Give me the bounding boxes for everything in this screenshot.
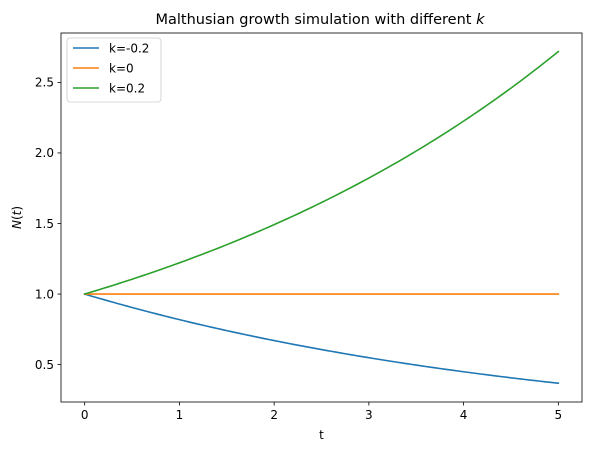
ticks-layer: 0 1 2 3 4 5 0.5 1.0 1.5 2.0 2.5 [35,76,562,422]
y-axis-label: N(t) [10,206,24,229]
legend-label-1: k=0 [109,61,134,75]
x-tick-label: 1 [176,408,184,422]
y-tick-label: 0.5 [35,358,54,372]
x-tick-label: 5 [554,408,562,422]
plot-frame [60,32,583,403]
series-layer [83,50,560,385]
x-tick-label: 3 [365,408,373,422]
x-tick-label: 2 [270,408,278,422]
series-line-0 [83,293,560,385]
x-axis-label: t [319,428,324,442]
legend-label-0: k=-0.2 [109,41,149,55]
y-tick-label: 1.0 [35,287,54,301]
y-tick-label: 2.5 [35,76,54,90]
x-tick-label: 0 [81,408,89,422]
legend: k=-0.2 k=0 k=0.2 [66,37,162,103]
legend-label-2: k=0.2 [109,81,145,95]
y-tick-label: 1.5 [35,217,54,231]
chart-title: Malthusian growth simulation with differ… [156,12,486,28]
series-line-2 [83,50,560,296]
legend-box [66,37,162,103]
x-tick-label: 4 [460,408,468,422]
y-tick-label: 2.0 [35,146,54,160]
